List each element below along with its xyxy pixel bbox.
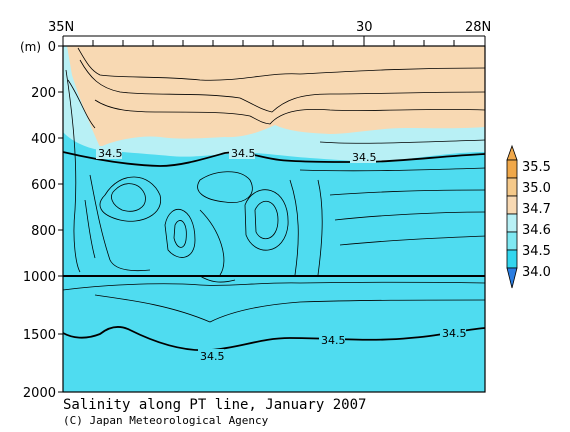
- y-ticks: [58, 45, 63, 393]
- contour-labels: 34.5 34.5 34.5 34.5 34.5 34.5: [96, 146, 467, 363]
- plot-frame: [62, 45, 486, 393]
- x-tick-label-30: 30: [356, 20, 373, 35]
- legend-swatch-top: [506, 144, 518, 161]
- contour-label: 34.5: [231, 147, 256, 160]
- contours-upper: [67, 47, 486, 144]
- legend-swatch: [506, 249, 518, 269]
- y-tick-label-1500: 1500: [23, 328, 56, 343]
- y-tick-label-2000: 2000: [23, 386, 56, 401]
- x-tick-label-35n: 35N: [48, 20, 74, 35]
- contour-label: 34.5: [442, 327, 467, 340]
- contour-label: 34.5: [352, 151, 377, 164]
- legend-label-34-6: 34.6: [522, 223, 551, 238]
- legend-label-34-7: 34.7: [522, 202, 551, 217]
- legend-swatch: [506, 159, 518, 179]
- color-legend: [506, 144, 518, 289]
- chart-credit: (C) Japan Meteorological Agency: [63, 414, 269, 427]
- y-tick-label-600: 600: [31, 178, 56, 193]
- y-tick-label-200: 200: [31, 86, 56, 101]
- band-34-7: [67, 46, 485, 147]
- legend-swatch: [506, 231, 518, 251]
- legend-label-35-5: 35.5: [522, 160, 551, 175]
- contours-mid: [65, 69, 486, 276]
- legend-label-34-0: 34.0: [522, 265, 551, 280]
- y-tick-label-0: 0: [48, 40, 56, 55]
- y-unit-label: (m): [20, 40, 41, 54]
- y-tick-label-800: 800: [31, 224, 56, 239]
- legend-swatch-bottom: [506, 267, 518, 289]
- legend-swatch: [506, 177, 518, 197]
- legend-swatch: [506, 213, 518, 233]
- chart-title: Salinity along PT line, January 2007: [63, 397, 366, 413]
- contour-label: 34.5: [200, 350, 225, 363]
- top-ticks: [62, 35, 486, 46]
- x-tick-label-28n: 28N: [465, 20, 491, 35]
- contours-deep: [62, 275, 486, 323]
- y-tick-label-1000: 1000: [23, 270, 56, 285]
- y-tick-label-400: 400: [31, 132, 56, 147]
- contour-34-5-upper: [62, 151, 486, 167]
- legend-swatch: [506, 195, 518, 215]
- contour-label: 34.5: [98, 147, 123, 160]
- legend-label-34-5: 34.5: [522, 244, 551, 259]
- contour-label: 34.5: [321, 334, 346, 347]
- legend-label-35-0: 35.0: [522, 181, 551, 196]
